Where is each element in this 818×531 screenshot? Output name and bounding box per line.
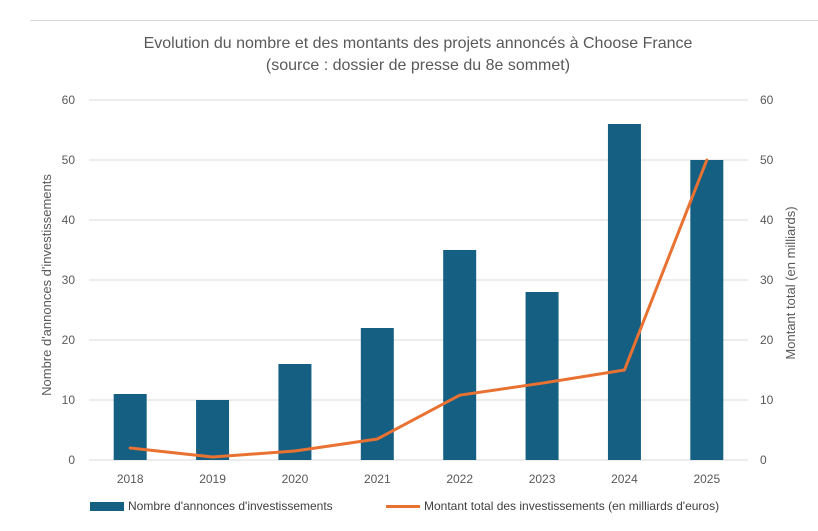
right-tick-label: 50 <box>760 153 774 167</box>
x-tick-label: 2018 <box>117 472 144 486</box>
chart-title-block: Evolution du nombre et des montants des … <box>0 33 818 77</box>
left-tick-label: 60 <box>62 93 76 107</box>
legend: Nombre d'annonces d'investissements Mont… <box>0 499 818 523</box>
bar <box>607 124 641 460</box>
left-tick-label: 40 <box>62 213 76 227</box>
line-series-path <box>128 158 709 459</box>
legend-label-line: Montant total des investissements (en mi… <box>424 499 720 513</box>
right-tick-label: 0 <box>760 453 767 467</box>
chart-subtitle: (source : dossier de presse du 8e sommet… <box>265 57 571 74</box>
x-tick-label: 2019 <box>199 472 226 486</box>
legend-swatch-bar <box>90 501 124 511</box>
left-tick-label: 20 <box>62 333 76 347</box>
legend-item-bars: Nombre d'annonces d'investissements <box>90 499 333 513</box>
top-divider <box>30 20 818 21</box>
chart-title: Evolution du nombre et des montants des … <box>143 35 693 52</box>
bar <box>278 364 312 460</box>
right-tick-label: 60 <box>760 93 774 107</box>
legend-label-bars: Nombre d'annonces d'investissements <box>128 499 333 513</box>
left-tick-label: 10 <box>62 393 76 407</box>
gridlines <box>89 99 748 461</box>
right-tick-label: 20 <box>760 333 774 347</box>
right-axis-ticks: 0 10 20 30 40 50 60 <box>760 93 774 467</box>
bar <box>525 292 559 460</box>
left-axis-ticks: 0 10 20 30 40 50 60 <box>62 93 76 467</box>
legend-item-line: Montant total des investissements (en mi… <box>386 499 719 513</box>
right-axis-title: Montant total (en milliards) <box>783 206 798 359</box>
right-tick-label: 30 <box>760 273 774 287</box>
right-tick-label: 40 <box>760 213 774 227</box>
x-tick-label: 2021 <box>364 472 391 486</box>
x-tick-label: 2022 <box>446 472 473 486</box>
right-tick-label: 10 <box>760 393 774 407</box>
legend-swatch-line <box>386 504 420 508</box>
x-tick-label: 2024 <box>611 472 638 486</box>
x-tick-label: 2020 <box>282 472 309 486</box>
left-tick-label: 30 <box>62 273 76 287</box>
left-tick-label: 50 <box>62 153 76 167</box>
line-series <box>128 158 709 459</box>
bar <box>196 400 230 460</box>
bar <box>443 250 477 460</box>
left-axis-title: Nombre d'annonces d'investissements <box>39 174 54 396</box>
x-axis-ticks: 2018 2019 2020 2021 2022 2023 2024 2025 <box>117 472 721 486</box>
bar <box>690 160 724 460</box>
bar-series <box>113 124 724 460</box>
left-tick-label: 0 <box>68 453 75 467</box>
x-tick-label: 2025 <box>693 472 720 486</box>
x-tick-label: 2023 <box>529 472 556 486</box>
